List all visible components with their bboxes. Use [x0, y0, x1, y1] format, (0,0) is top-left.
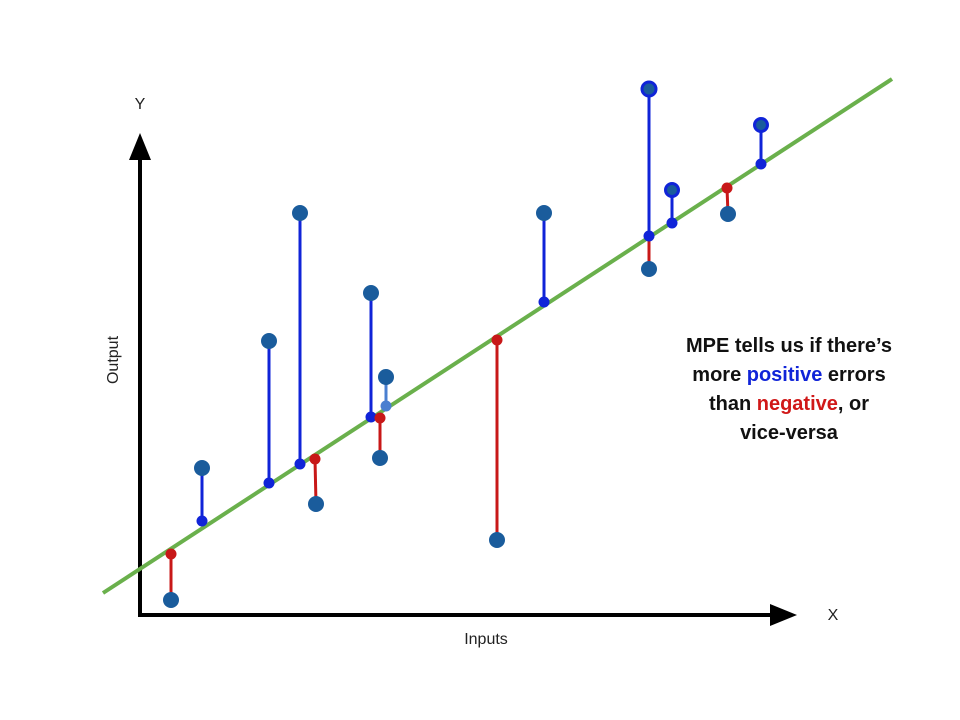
fitted-point [196, 515, 208, 527]
annotation-text: vice-versa [740, 422, 839, 444]
y-title: Output [105, 335, 122, 384]
x-arrow [770, 604, 797, 626]
annotation-text: MPE tells us if there’s [686, 335, 892, 357]
fitted-point [374, 412, 386, 424]
annotation-text: more [692, 364, 741, 386]
fitted-point [365, 411, 377, 423]
data-point [536, 205, 552, 221]
y-label: Y [135, 96, 146, 113]
fitted-point [755, 158, 767, 170]
annotation-line: vice-versa [740, 422, 839, 444]
data-point [292, 205, 308, 221]
x-label: X [828, 607, 839, 624]
data-point [363, 285, 379, 301]
positive-word: positive [747, 364, 823, 386]
annotation-line: MPE tells us if there’s [686, 335, 892, 357]
y-arrow [129, 133, 151, 160]
fitted-point [538, 296, 550, 308]
data-point [641, 261, 657, 277]
fitted-point [165, 548, 177, 560]
data-point [194, 460, 210, 476]
fitted-point [309, 453, 321, 465]
annotation-line: than negative, or [709, 393, 869, 415]
fitted-point [643, 230, 655, 242]
fitted-point [666, 217, 678, 229]
data-point [163, 592, 179, 608]
data-point [378, 369, 394, 385]
data-point [372, 450, 388, 466]
fitted-point [721, 182, 733, 194]
data-points [163, 80, 769, 608]
negative-word: negative [757, 393, 838, 415]
annotation-text: than [709, 393, 751, 415]
fitted-point [294, 458, 306, 470]
data-point [720, 206, 736, 222]
data-point [664, 182, 680, 198]
x-title: Inputs [464, 631, 508, 648]
data-point [308, 496, 324, 512]
annotation-text: errors [828, 364, 886, 386]
data-point [261, 333, 277, 349]
annotation-line: more positive errors [692, 364, 885, 386]
annotation: MPE tells us if there’s more positive er… [686, 335, 892, 444]
data-point [489, 532, 505, 548]
data-point [753, 117, 769, 133]
fitted-point [263, 477, 275, 489]
fitted-point [380, 400, 392, 412]
annotation-text: , or [838, 393, 869, 415]
residuals [169, 89, 763, 600]
axes [138, 155, 775, 617]
fitted-point [491, 334, 503, 346]
fitted-points [165, 158, 767, 560]
data-point [640, 80, 658, 98]
